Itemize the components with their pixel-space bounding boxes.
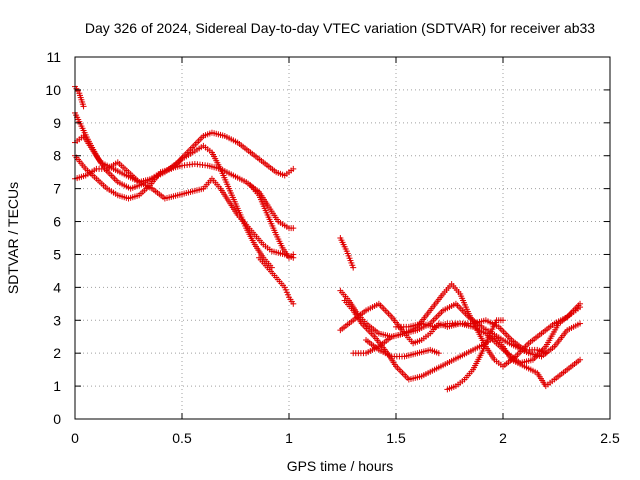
data-track bbox=[256, 254, 297, 307]
data-point bbox=[577, 300, 584, 307]
data-point bbox=[290, 300, 297, 307]
data-point bbox=[350, 264, 357, 271]
x-tick-label: 2.5 bbox=[600, 430, 620, 446]
y-tick-labels: 0 1 2 3 4 5 6 7 8 9 10 11 bbox=[45, 49, 61, 427]
data-track bbox=[72, 159, 297, 261]
y-tick-label: 7 bbox=[53, 181, 61, 197]
plot-frame bbox=[74, 56, 611, 420]
y-tick-label: 11 bbox=[46, 49, 61, 65]
data-point bbox=[290, 225, 297, 232]
data-track bbox=[72, 83, 87, 110]
data-track bbox=[337, 235, 357, 271]
x-axis-title: GPS time / hours bbox=[287, 458, 394, 474]
data-point bbox=[80, 103, 87, 110]
y-tick-label: 1 bbox=[53, 378, 61, 394]
y-tick-label: 6 bbox=[53, 214, 61, 230]
data-point bbox=[577, 356, 584, 363]
data-point bbox=[435, 350, 442, 357]
y-tick-label: 4 bbox=[53, 279, 61, 295]
x-tick-label: 2 bbox=[499, 430, 507, 446]
data-track bbox=[363, 337, 442, 360]
data-point bbox=[290, 165, 297, 172]
data-track bbox=[444, 317, 506, 393]
x-tick-labels: 0 0.5 1 1.5 2 2.5 bbox=[71, 430, 620, 446]
x-tick-label: 1 bbox=[285, 430, 293, 446]
data-point bbox=[577, 320, 584, 327]
data-track bbox=[393, 317, 549, 357]
y-tick-label: 10 bbox=[45, 82, 61, 98]
y-tick-label: 3 bbox=[53, 312, 61, 328]
x-tick-label: 1.5 bbox=[386, 430, 406, 446]
y-tick-label: 8 bbox=[53, 148, 61, 164]
chart-title: Day 326 of 2024, Sidereal Day-to-day VTE… bbox=[85, 20, 595, 36]
x-tick-label: 0 bbox=[71, 430, 79, 446]
data-point bbox=[500, 317, 506, 324]
data-point bbox=[542, 350, 549, 357]
y-tick-label: 5 bbox=[53, 246, 61, 262]
y-tick-label: 9 bbox=[53, 115, 61, 131]
y-tick-label: 2 bbox=[53, 345, 61, 361]
data-points bbox=[72, 83, 584, 393]
x-tick-label: 0.5 bbox=[172, 430, 192, 446]
grid bbox=[75, 57, 610, 419]
data-point bbox=[290, 251, 297, 258]
y-axis-title: SDTVAR / TECUs bbox=[5, 182, 21, 294]
data-track bbox=[247, 182, 297, 261]
axis-ticks bbox=[74, 56, 611, 420]
y-tick-label: 0 bbox=[53, 411, 61, 427]
